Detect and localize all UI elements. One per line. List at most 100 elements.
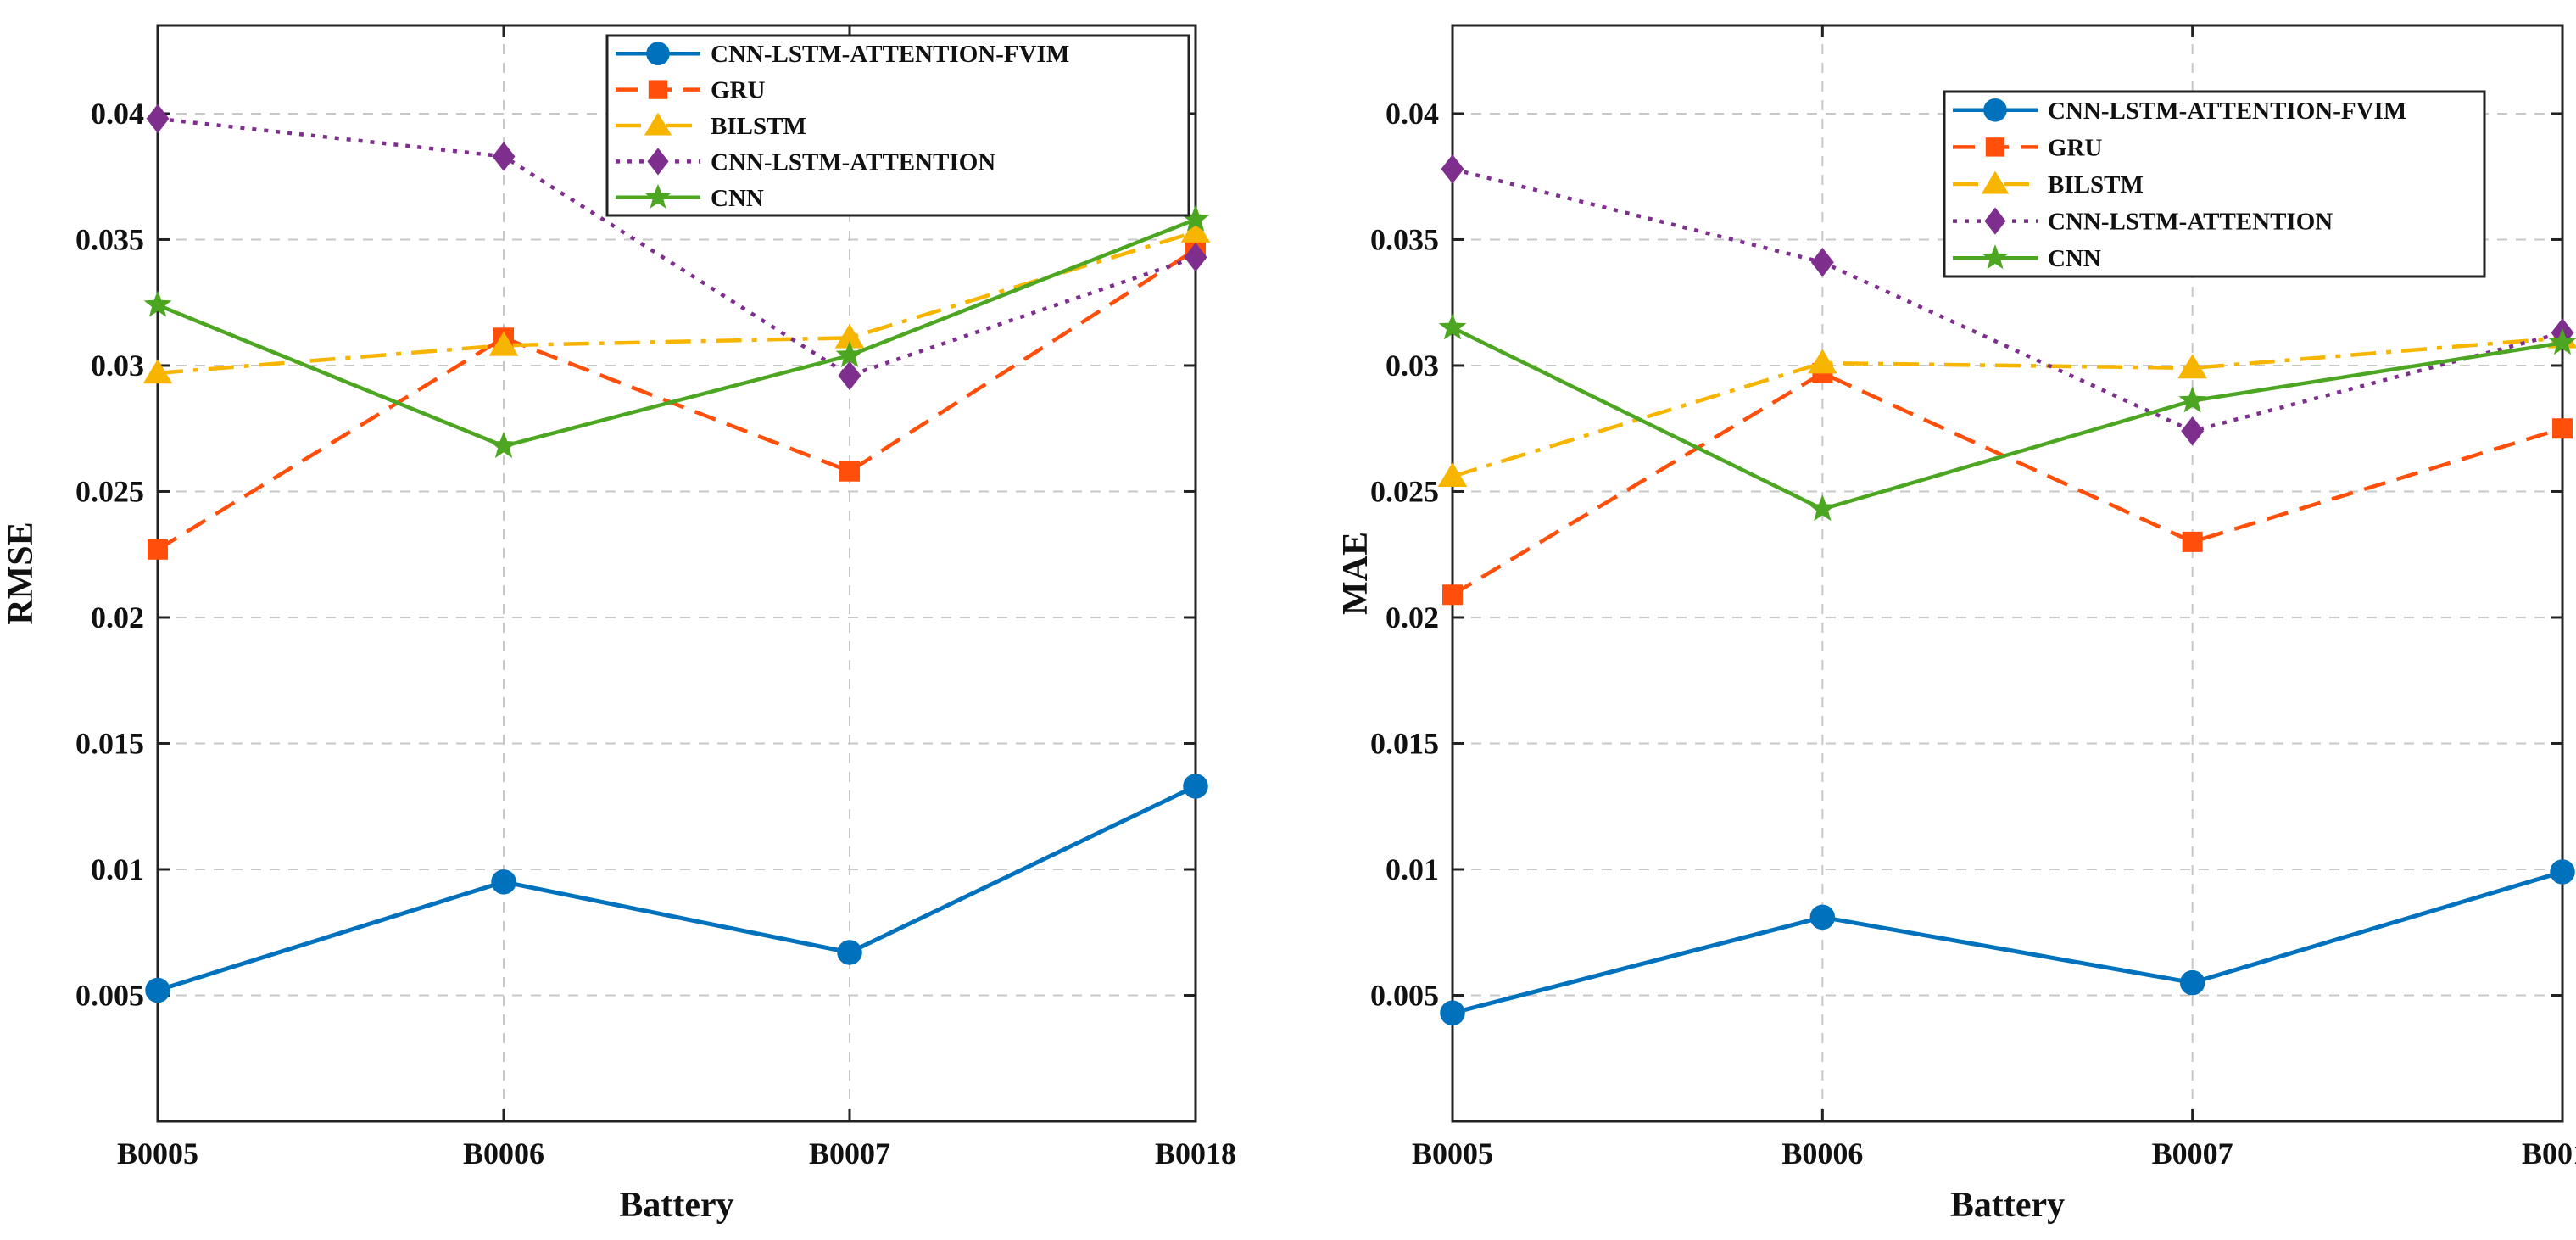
legend-box bbox=[605, 34, 1190, 217]
data-point-gru bbox=[2182, 531, 2203, 552]
data-point-cnn-lstm-attention-fvim bbox=[2179, 969, 2205, 996]
data-point-cnn-lstm-attention-fvim bbox=[1809, 904, 1836, 930]
data-point-cnn bbox=[1181, 204, 1210, 232]
y-tick-label: 0.005 bbox=[75, 978, 144, 1012]
y-tick-label: 0.02 bbox=[91, 600, 144, 634]
x-axis-label: Battery bbox=[1950, 1186, 2065, 1225]
data-point-cnn bbox=[489, 431, 518, 458]
data-point-cnn-lstm-attention bbox=[1184, 243, 1207, 272]
data-point-cnn bbox=[2178, 386, 2207, 413]
data-point-cnn-lstm-attention bbox=[1441, 154, 1464, 184]
series-line-cnn bbox=[157, 217, 1196, 449]
legend-label: CNN-LSTM-ATTENTION bbox=[2048, 209, 2333, 236]
series-line-cnn-lstm-attention bbox=[1452, 167, 2563, 433]
y-tick-label: 0.04 bbox=[91, 97, 144, 131]
data-point-cnn-lstm-attention-fvim bbox=[1440, 1000, 1465, 1026]
x-tick-label: B0007 bbox=[2152, 1137, 2233, 1170]
series-line-gru bbox=[1451, 371, 2563, 597]
y-tick-label: 0.035 bbox=[1370, 222, 1439, 256]
y-axis-label: MAE bbox=[1336, 532, 1375, 615]
data-point-cnn-lstm-attention bbox=[838, 360, 861, 391]
data-point-cnn-lstm-attention bbox=[146, 103, 170, 134]
legend-label: CNN bbox=[711, 185, 764, 212]
data-point-gru bbox=[839, 461, 860, 482]
data-point-cnn-lstm-attention bbox=[2181, 416, 2205, 446]
y-tick-label: 0.015 bbox=[75, 726, 144, 760]
legend-label: GRU bbox=[711, 77, 766, 104]
y-tick-label: 0.03 bbox=[91, 349, 144, 383]
y-tick-label: 0.03 bbox=[1386, 349, 1439, 383]
series-line-cnn-lstm-attention-fvim bbox=[157, 784, 1197, 992]
legend-marker bbox=[646, 42, 670, 66]
legend-marker bbox=[1983, 98, 2007, 122]
y-tick-label: 0.015 bbox=[1370, 726, 1439, 760]
chart-panel-rmse: 0.005 0.01 0.015 0.02 0.025 0.03 0.035 0.04 B000… bbox=[2, 24, 1236, 1225]
legend-marker bbox=[1985, 137, 2005, 157]
series-line-gru bbox=[156, 248, 1197, 551]
legend-marker bbox=[1982, 244, 2009, 270]
series-line-cnn-lstm-attention bbox=[157, 116, 1196, 378]
data-point-cnn bbox=[2548, 328, 2576, 355]
data-point-cnn bbox=[1438, 313, 1467, 340]
data-point-bilstm bbox=[1808, 349, 1837, 374]
data-point-cnn-lstm-attention-fvim bbox=[2550, 859, 2575, 885]
data-point-cnn-lstm-attention-fvim bbox=[1183, 774, 1208, 799]
x-tick-label: B0005 bbox=[1412, 1137, 1493, 1170]
legend: CNN-LSTM-ATTENTION-FVIM GRU BILSTM CNN-LSTM… bbox=[1943, 90, 2486, 278]
y-axis-label: RMSE bbox=[2, 522, 41, 624]
legend-marker bbox=[644, 112, 672, 136]
data-point-gru bbox=[148, 539, 168, 560]
x-tick-label: B0018 bbox=[1155, 1137, 1236, 1170]
y-tick-label: 0.01 bbox=[1386, 852, 1439, 886]
legend-label: BILSTM bbox=[711, 113, 806, 140]
legend-marker bbox=[1981, 170, 2010, 194]
y-tick-label: 0.035 bbox=[75, 222, 144, 256]
y-tick-label: 0.005 bbox=[1370, 978, 1439, 1012]
legend-marker bbox=[644, 183, 672, 209]
data-point-bilstm bbox=[834, 323, 865, 349]
legend-marker bbox=[648, 80, 668, 99]
data-point-bilstm bbox=[142, 359, 173, 384]
x-tick-label: B0006 bbox=[463, 1137, 544, 1170]
axes-frame bbox=[156, 24, 1197, 1123]
x-tick-label: B0007 bbox=[809, 1137, 890, 1170]
data-point-bilstm bbox=[2177, 354, 2207, 379]
legend-box bbox=[1943, 90, 2486, 278]
legend: CNN-LSTM-ATTENTION-FVIM GRU BILSTM CNN-LSTM… bbox=[605, 34, 1190, 217]
x-axis-label: Battery bbox=[619, 1186, 733, 1225]
data-point-cnn-lstm-attention-fvim bbox=[837, 940, 862, 965]
x-tick-label: B0018 bbox=[2522, 1137, 2576, 1170]
legend-label: CNN-LSTM-ATTENTION bbox=[711, 148, 995, 176]
series-line-cnn-lstm-attention-fvim bbox=[1452, 869, 2563, 1015]
data-point-cnn-lstm-attention-fvim bbox=[491, 869, 516, 895]
series-line-bilstm bbox=[157, 230, 1196, 376]
data-point-gru bbox=[1442, 584, 1463, 606]
legend-marker bbox=[1984, 207, 2006, 235]
y-tick-label: 0.02 bbox=[1386, 600, 1439, 634]
series-line-bilstm bbox=[1452, 336, 2563, 478]
x-tick-label: B0005 bbox=[117, 1137, 198, 1170]
axes-frame bbox=[1451, 24, 2564, 1123]
data-point-cnn bbox=[1808, 494, 1837, 522]
data-point-bilstm bbox=[1180, 218, 1211, 243]
legend-marker bbox=[647, 148, 669, 176]
legend-label: CNN-LSTM-ATTENTION-FVIM bbox=[2048, 98, 2406, 125]
data-point-cnn-lstm-attention bbox=[492, 142, 516, 171]
legend-label: GRU bbox=[2048, 134, 2103, 161]
y-tick-label: 0.04 bbox=[1386, 97, 1439, 131]
y-tick-label: 0.025 bbox=[1370, 474, 1439, 508]
data-point-cnn-lstm-attention-fvim bbox=[145, 977, 170, 1003]
y-tick-label: 0.01 bbox=[91, 852, 144, 886]
chart-panel-mae: 0.005 0.01 0.015 0.02 0.025 0.03 0.035 0.04 B000… bbox=[1336, 24, 2576, 1225]
data-point-bilstm bbox=[488, 331, 519, 356]
data-point-cnn-lstm-attention bbox=[1810, 247, 1834, 277]
y-tick-label: 0.025 bbox=[75, 474, 144, 508]
data-point-cnn bbox=[835, 340, 864, 367]
data-point-gru bbox=[2552, 418, 2573, 439]
legend-label: CNN-LSTM-ATTENTION-FVIM bbox=[711, 41, 1069, 68]
x-tick-label: B0006 bbox=[1781, 1137, 1863, 1170]
data-point-bilstm bbox=[1437, 462, 1468, 488]
series-line-cnn bbox=[1452, 326, 2563, 511]
data-point-cnn bbox=[143, 290, 172, 317]
